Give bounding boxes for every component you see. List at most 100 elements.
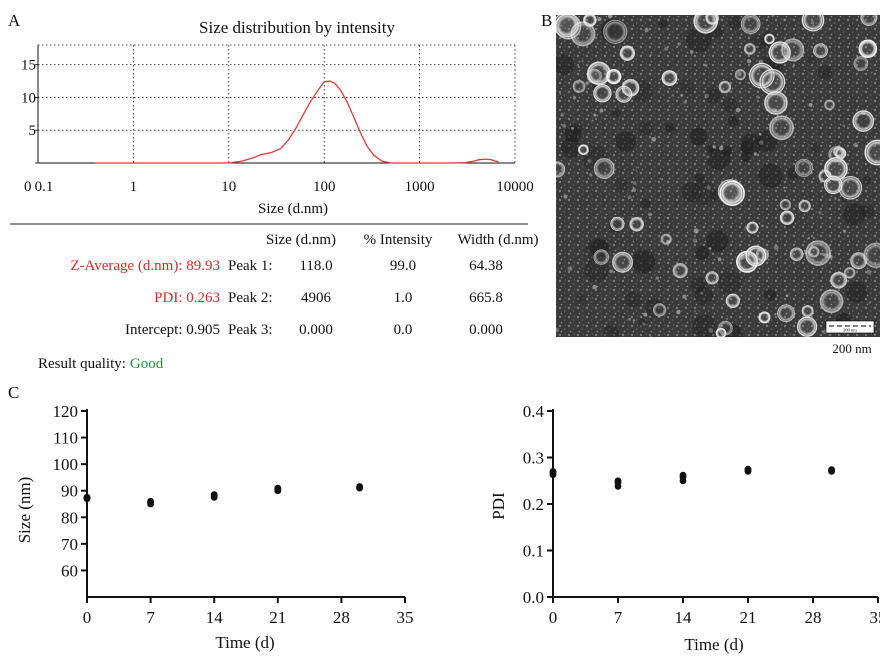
sem-speckle bbox=[680, 94, 684, 97]
sem-shadow bbox=[806, 53, 818, 65]
sem-speckle bbox=[581, 60, 584, 63]
sem-speckle bbox=[632, 181, 637, 185]
sem-shadow bbox=[576, 293, 586, 304]
sem-speckle bbox=[683, 100, 687, 105]
sem-speckle bbox=[868, 301, 871, 304]
sem-vesicle bbox=[570, 21, 596, 47]
size-chart-data-point bbox=[83, 493, 91, 501]
peak-2-intensity: 1.0 bbox=[394, 290, 413, 306]
sem-speckle bbox=[677, 42, 681, 46]
sem-vesicle bbox=[758, 311, 771, 324]
sem-speckle bbox=[591, 119, 594, 122]
size-chart-y-tick-label: 90 bbox=[61, 482, 78, 501]
sem-speckle bbox=[755, 46, 758, 48]
pdi-stability-chart: PDI Time (d) 0.0 0.1 0.2 0.3 0.4 0 7 14 21 28 35 bbox=[489, 402, 880, 654]
sem-shadow bbox=[862, 176, 872, 185]
sem-speckle bbox=[671, 94, 674, 97]
sem-shadow bbox=[740, 152, 751, 162]
sem-speckle bbox=[655, 276, 659, 280]
sem-vesicle bbox=[719, 180, 745, 207]
sem-shadow bbox=[640, 198, 651, 209]
sem-speckle bbox=[592, 284, 597, 290]
size-chart-x-tick-label: 7 bbox=[146, 608, 155, 627]
sem-vesicle bbox=[781, 38, 805, 62]
peak-2-width: 665.8 bbox=[469, 290, 503, 306]
size-chart-data-point bbox=[356, 483, 363, 490]
scale-bar bbox=[825, 320, 875, 334]
sem-speckle bbox=[597, 16, 602, 22]
sem-vesicle bbox=[779, 210, 795, 225]
sem-vesicle bbox=[556, 161, 566, 178]
sem-shadow bbox=[740, 140, 754, 154]
sem-speckle bbox=[560, 112, 565, 117]
peak-3-width: 0.000 bbox=[469, 322, 503, 338]
sem-shadow bbox=[695, 245, 710, 260]
sem-shadow bbox=[564, 125, 581, 143]
sem-speckle bbox=[785, 231, 788, 233]
pdi-chart-y-tick-label: 0.0 bbox=[523, 588, 544, 607]
sem-vesicle bbox=[572, 79, 586, 93]
sem-speckle bbox=[585, 81, 590, 86]
sem-vesicle bbox=[824, 175, 843, 195]
size-chart-x-tick-label: 0 bbox=[83, 608, 92, 627]
sem-speckle bbox=[682, 294, 687, 299]
sem-speckle bbox=[643, 312, 648, 317]
sem-vesicle bbox=[830, 271, 848, 289]
sem-shadow bbox=[740, 133, 763, 156]
size-chart-y-tick-label: 120 bbox=[53, 402, 79, 421]
pdi-chart-data-point bbox=[828, 466, 835, 473]
sem-speckle bbox=[790, 117, 792, 119]
sem-vesicle bbox=[593, 249, 609, 265]
sem-shadow bbox=[718, 270, 742, 295]
sem-vesicle bbox=[619, 45, 636, 61]
sem-speckle bbox=[627, 195, 632, 200]
sem-speckle bbox=[706, 155, 710, 159]
intercept-value: Intercept: 0.905 bbox=[125, 322, 220, 338]
sem-vesicle bbox=[801, 305, 814, 318]
pdi-value: PDI: 0.263 bbox=[154, 290, 220, 306]
sem-vesicle bbox=[853, 56, 869, 71]
sem-vesicle bbox=[863, 242, 880, 268]
sem-shadow bbox=[728, 15, 743, 30]
sem-shadow bbox=[860, 204, 875, 219]
sem-vesicle bbox=[661, 70, 678, 86]
pdi-chart-x-tick-label: 35 bbox=[870, 608, 880, 627]
pdi-chart-data-point bbox=[744, 465, 752, 473]
sem-vesicle bbox=[606, 68, 622, 85]
sem-speckle bbox=[649, 53, 652, 56]
sem-vesicle bbox=[672, 263, 688, 279]
sem-speckle bbox=[761, 224, 764, 228]
sem-vesicle bbox=[718, 320, 733, 336]
pdi-chart-y-tick-label: 0.1 bbox=[523, 542, 544, 561]
dls-results-table: Size (d.nm) % Intensity Width (d.nm) Z-A… bbox=[10, 223, 539, 372]
sem-speckle bbox=[661, 178, 664, 181]
sem-vesicle bbox=[808, 246, 820, 258]
size-chart-y-tick-label: 80 bbox=[61, 508, 78, 527]
table-header-intensity: % Intensity bbox=[364, 232, 433, 248]
sem-shadow bbox=[638, 121, 653, 136]
dls-x-tick-label: 1000 bbox=[405, 179, 435, 195]
sem-vesicle bbox=[734, 69, 746, 81]
sem-vesicles bbox=[556, 15, 880, 337]
sem-vesicle bbox=[740, 15, 761, 34]
sem-speckle bbox=[843, 229, 847, 233]
sem-speckle bbox=[807, 236, 810, 240]
size-chart-x-tick-label: 28 bbox=[333, 608, 350, 627]
pdi-chart-y-axis-label: PDI bbox=[489, 492, 508, 520]
sem-speckle bbox=[587, 158, 592, 164]
sem-vesicle bbox=[660, 233, 672, 245]
pdi-chart-data-point bbox=[679, 471, 687, 479]
sem-speckle bbox=[593, 113, 597, 117]
table-header-width: Width (d.nm) bbox=[457, 232, 538, 248]
sem-speckle bbox=[735, 107, 741, 113]
sem-speckle bbox=[562, 123, 566, 128]
z-average-value: Z-Average (d.nm): 89.93 bbox=[70, 258, 220, 274]
dls-y-tick-label: 0 bbox=[24, 179, 32, 195]
sem-speckle bbox=[783, 18, 786, 21]
peak-3-intensity: 0.0 bbox=[394, 322, 413, 338]
sem-vesicle bbox=[743, 43, 756, 55]
sem-micrograph: 200 nm 200 nm bbox=[556, 15, 880, 356]
size-chart-x-tick-label: 21 bbox=[269, 608, 286, 627]
sem-shadow bbox=[763, 288, 777, 302]
sem-speckle bbox=[589, 173, 593, 177]
